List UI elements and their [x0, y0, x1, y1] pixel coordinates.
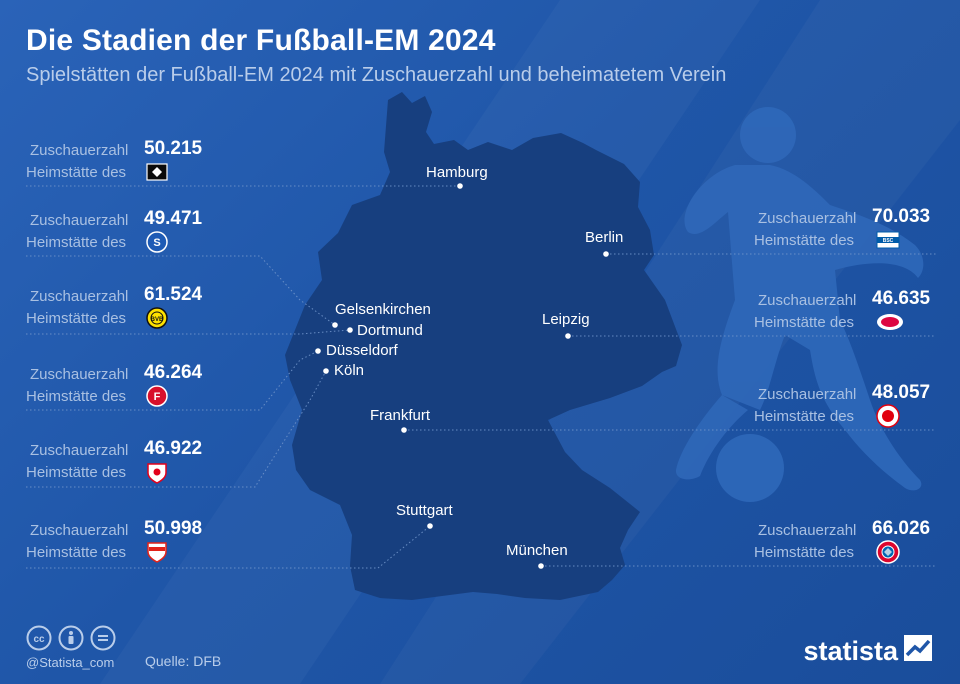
city-label-gelsenkirchen: Gelsenkirchen	[335, 301, 431, 318]
cc-icon[interactable]: cc	[26, 625, 52, 656]
city-dot-berlin	[603, 251, 609, 257]
stat-block-muenchen: Zuschauerzahl 66.026 Heimstätte des	[752, 516, 942, 566]
home-label: Heimstätte des	[26, 234, 127, 251]
city-label-frankfurt: Frankfurt	[370, 407, 431, 424]
koeln-crest-icon	[146, 460, 168, 484]
capacity-value: 61.524	[144, 284, 203, 305]
city-label-muenchen: München	[506, 542, 568, 559]
capacity-value: 46.922	[144, 438, 203, 459]
city-dot-muenchen	[538, 563, 544, 569]
svg-text:S: S	[153, 237, 160, 249]
city-label-leipzig: Leipzig	[542, 311, 590, 328]
stat-block-koeln: Zuschauerzahl 46.922 Heimstätte des	[26, 436, 246, 486]
home-label: Heimstätte des	[26, 310, 127, 327]
home-label: Heimstätte des	[754, 408, 855, 425]
svg-text:cc: cc	[33, 634, 45, 645]
capacity-value: 70.033	[872, 206, 931, 227]
page-title: Die Stadien der Fußball-EM 2024	[26, 24, 496, 57]
capacity-value: 46.264	[144, 362, 203, 383]
capacity-label: Zuschauerzahl	[30, 442, 129, 459]
capacity-label: Zuschauerzahl	[758, 292, 857, 309]
stat-block-berlin: Zuschauerzahl 70.033 Heimstätte des BSC	[752, 204, 942, 254]
capacity-value: 50.998	[144, 518, 203, 539]
home-label: Heimstätte des	[754, 232, 855, 249]
home-label: Heimstätte des	[26, 388, 127, 405]
city-label-dortmund: Dortmund	[357, 322, 423, 339]
capacity-label: Zuschauerzahl	[30, 288, 129, 305]
city-label-berlin: Berlin	[585, 229, 624, 246]
stat-block-hamburg: Zuschauerzahl 50.215 Heimstätte des	[26, 136, 246, 186]
city-dot-dortmund	[347, 327, 353, 333]
statista-logo-icon	[904, 635, 932, 668]
city-dot-leipzig	[565, 333, 571, 339]
license-icons: cc	[26, 625, 116, 656]
svg-text:BVB: BVB	[151, 317, 164, 323]
bayern-crest-icon	[876, 540, 900, 564]
home-label: Heimstätte des	[26, 164, 127, 181]
schalke-crest-icon: S	[146, 231, 168, 253]
city-dot-gelsenkirchen	[332, 322, 338, 328]
svg-text:BSC: BSC	[883, 238, 894, 244]
eintracht-crest-icon	[876, 404, 900, 428]
statista-handle[interactable]: @Statista_com	[26, 655, 115, 670]
equals-icon[interactable]	[90, 625, 116, 656]
hertha-crest-icon: BSC	[876, 230, 900, 250]
capacity-label: Zuschauerzahl	[30, 142, 129, 159]
city-dot-koeln	[323, 368, 329, 374]
city-dot-duesseldorf	[315, 348, 321, 354]
capacity-label: Zuschauerzahl	[30, 522, 129, 539]
city-label-hamburg: Hamburg	[426, 164, 488, 181]
city-dot-hamburg	[457, 183, 463, 189]
capacity-label: Zuschauerzahl	[30, 212, 129, 229]
source-note: Quelle: DFB	[145, 653, 222, 669]
capacity-value: 49.471	[144, 208, 203, 229]
city-label-stuttgart: Stuttgart	[396, 502, 453, 519]
stat-block-stuttgart: Zuschauerzahl 50.998 Heimstätte des	[26, 516, 246, 566]
home-label: Heimstätte des	[26, 464, 127, 481]
fortuna-crest-icon: F	[146, 385, 168, 407]
city-dots	[315, 183, 609, 569]
capacity-label: Zuschauerzahl	[758, 386, 857, 403]
capacity-value: 48.057	[872, 382, 931, 403]
connector-lines	[26, 185, 936, 569]
city-dot-stuttgart	[427, 523, 433, 529]
home-label: Heimstätte des	[754, 544, 855, 561]
home-label: Heimstätte des	[26, 544, 127, 561]
stat-block-leipzig: Zuschauerzahl 46.635 Heimstätte des	[752, 286, 942, 336]
statista-logo[interactable]: statista	[803, 635, 932, 668]
capacity-value: 66.026	[872, 518, 931, 539]
capacity-label: Zuschauerzahl	[30, 366, 129, 383]
vfb-crest-icon	[146, 540, 168, 563]
hsv-crest-icon	[146, 162, 168, 182]
city-label-koeln: Köln	[334, 362, 365, 379]
capacity-value: 50.215	[144, 138, 203, 159]
stat-block-frankfurt: Zuschauerzahl 48.057 Heimstätte des	[752, 380, 942, 430]
player-silhouette	[675, 107, 924, 491]
bvb-crest-icon: BVB	[146, 307, 168, 329]
capacity-value: 46.635	[872, 288, 931, 309]
rbl-crest-icon	[876, 312, 903, 332]
ball-silhouette	[716, 434, 784, 502]
stat-block-duesseldorf: Zuschauerzahl 46.264 Heimstätte des F	[26, 360, 246, 410]
brand-wordmark: statista	[803, 636, 898, 666]
city-label-duesseldorf: Düsseldorf	[326, 342, 398, 359]
capacity-label: Zuschauerzahl	[758, 522, 857, 539]
stat-block-gelsenkirchen: Zuschauerzahl 49.471 Heimstätte des S	[26, 206, 246, 256]
page-subtitle: Spielstätten der Fußball-EM 2024 mit Zus…	[26, 64, 727, 86]
svg-text:F: F	[154, 391, 161, 403]
home-label: Heimstätte des	[754, 314, 855, 331]
capacity-label: Zuschauerzahl	[758, 210, 857, 227]
stat-block-dortmund: Zuschauerzahl 61.524 Heimstätte des BVB	[26, 282, 246, 332]
city-dot-frankfurt	[401, 427, 407, 433]
by-icon[interactable]	[58, 625, 84, 656]
germany-map-shape	[285, 92, 682, 600]
